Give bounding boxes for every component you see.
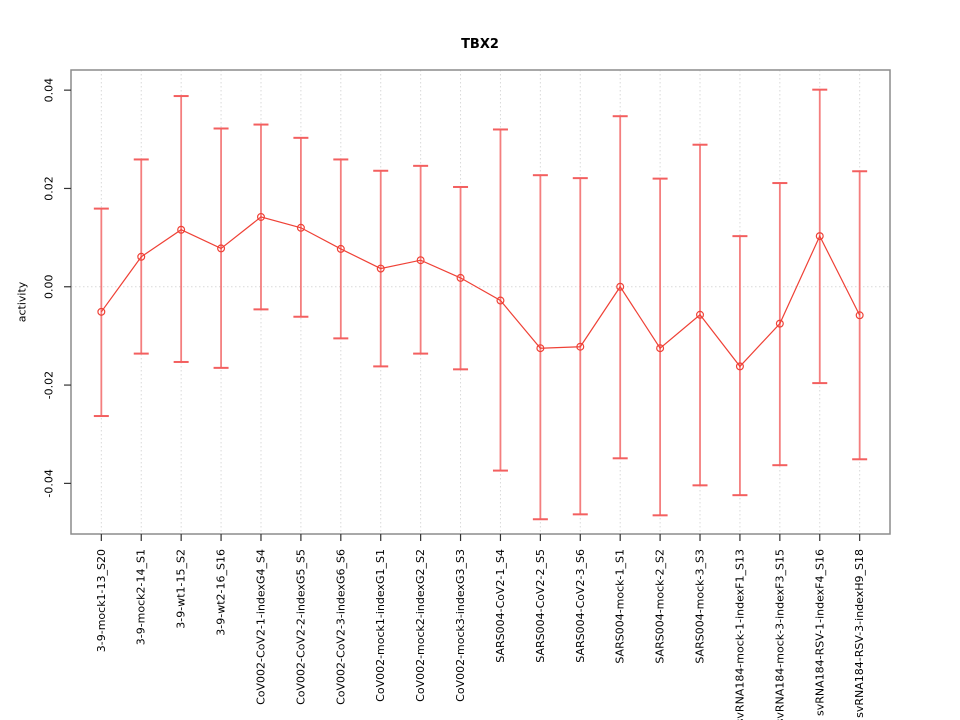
x-tick-label: SARS004-mock-2_S2	[654, 549, 667, 664]
x-tick-label: CoV002-CoV2-2-indexG5_S5	[294, 549, 307, 705]
data-point	[775, 319, 784, 328]
data-point	[256, 212, 265, 221]
x-tick-label: CoV002-mock3-indexG3_S3	[454, 549, 467, 702]
x-tick-label: 3-9-wt1-15_S2	[175, 549, 188, 629]
data-point	[576, 342, 585, 351]
data-point	[656, 344, 665, 353]
plot-box	[70, 69, 891, 535]
data-point	[456, 273, 465, 282]
y-tick-label: 0.02	[43, 176, 56, 201]
x-tick-label: 3-9-wt2-16_S16	[215, 549, 228, 636]
data-point	[137, 252, 146, 261]
series-line	[100, 216, 861, 368]
y-tick-label: 0.00	[43, 275, 56, 300]
data-point	[735, 362, 744, 371]
data-point	[855, 311, 864, 320]
data-point	[336, 244, 345, 253]
x-tick-label: CoV002-CoV2-1-indexG4_S4	[254, 549, 267, 705]
chart-title: TBX2	[461, 37, 499, 52]
x-tick-label: CoV002-mock1-indexG1_S1	[374, 549, 387, 702]
data-point	[696, 310, 705, 319]
data-point	[416, 256, 425, 265]
x-tick-label: CoV002-mock2-indexG2_S2	[414, 549, 427, 702]
x-tick-label: CoV002-CoV2-3-indexG6_S6	[334, 549, 347, 705]
x-tick-label: svRNA184-mock-3-indexF3_S15	[773, 549, 786, 720]
x-tick-label: SARS004-mock-3_S3	[694, 549, 707, 664]
x-tick-label: svRNA184-RSV-3-indexH9_S18	[853, 549, 866, 718]
x-tick-label: SARS004-CoV2-3_S6	[574, 549, 587, 663]
data-point	[815, 232, 824, 241]
x-tick-label: 3-9-mock2-14_S1	[135, 549, 148, 645]
x-tick-label: SARS004-mock-1_S1	[614, 549, 627, 664]
data-point	[616, 282, 625, 291]
data-point	[536, 344, 545, 353]
y-tick-label: -0.04	[43, 469, 56, 497]
data-point	[296, 223, 305, 232]
x-tick-label: SARS004-CoV2-2_S5	[534, 549, 547, 663]
x-tick-label: 3-9-mock1-13_S20	[95, 549, 108, 652]
data-point	[97, 307, 106, 316]
x-tick-label: svRNA184-mock-1-indexF1_S13	[733, 549, 746, 720]
data-point	[376, 264, 385, 273]
data-point	[496, 296, 505, 305]
data-point	[217, 244, 226, 253]
data-point	[177, 225, 186, 234]
y-tick-label: 0.04	[43, 78, 56, 103]
x-tick-label: svRNA184-RSV-1-indexF4_S16	[813, 549, 826, 716]
x-tick-label: SARS004-CoV2-1_S4	[494, 549, 507, 663]
y-tick-label: -0.02	[43, 371, 56, 399]
